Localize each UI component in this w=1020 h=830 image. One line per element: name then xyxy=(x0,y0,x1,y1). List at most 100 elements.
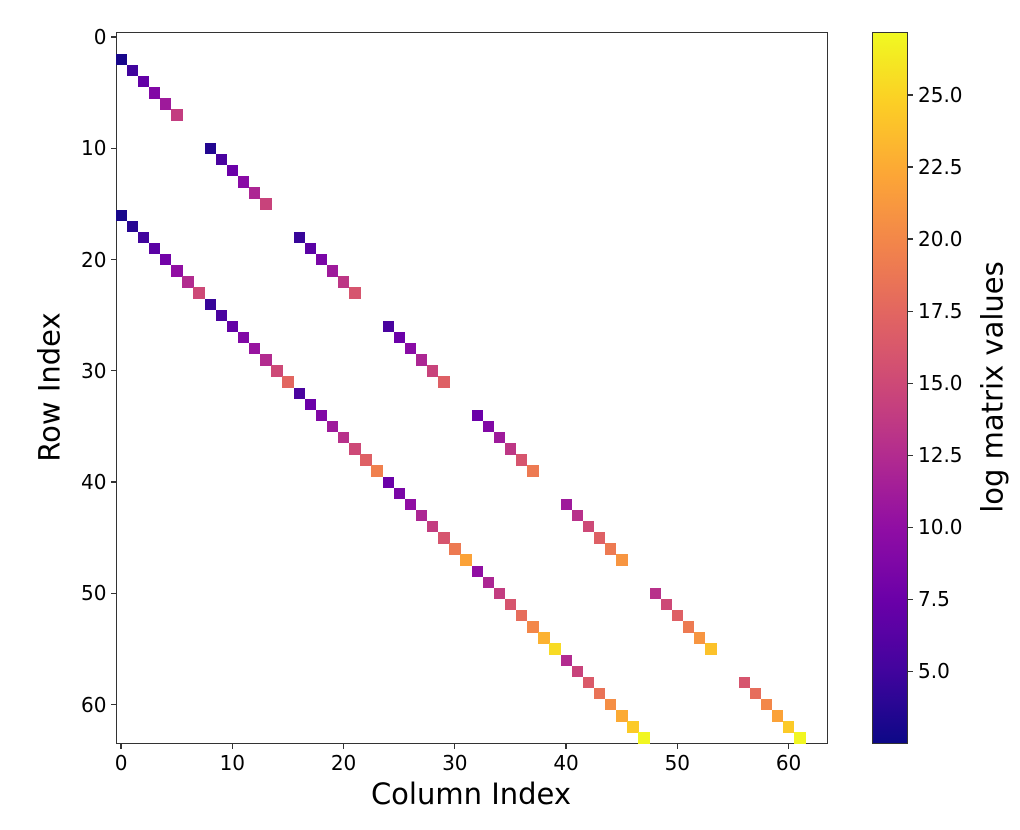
matrix-cell xyxy=(171,109,183,121)
colorbar-tick xyxy=(908,454,913,456)
matrix-cell xyxy=(249,343,261,355)
matrix-cell xyxy=(249,187,261,199)
matrix-cell xyxy=(148,87,161,99)
colorbar-tick xyxy=(908,238,913,240)
colorbar-tick xyxy=(908,526,913,528)
colorbar-tick xyxy=(908,382,913,384)
colorbar-label: log matrix values xyxy=(975,261,1010,513)
matrix-cell xyxy=(193,287,205,299)
matrix-cell xyxy=(493,432,506,444)
colorbar-tick-label: 20.0 xyxy=(918,227,963,252)
matrix-cell xyxy=(226,165,239,177)
y-tick xyxy=(110,592,116,594)
matrix-cell xyxy=(593,532,606,544)
x-tick-label: 0 xyxy=(114,750,128,775)
matrix-cell xyxy=(415,509,428,522)
matrix-cell xyxy=(404,498,417,511)
matrix-cell xyxy=(260,354,272,366)
colorbar-tick-label: 12.5 xyxy=(918,443,963,468)
x-tick-label: 40 xyxy=(553,750,579,775)
colorbar-tick xyxy=(908,598,913,600)
x-tick-label: 20 xyxy=(330,750,357,775)
matrix-cell xyxy=(438,532,450,544)
matrix-cell xyxy=(694,632,706,644)
matrix-cell xyxy=(449,543,461,555)
matrix-cell xyxy=(460,554,472,566)
x-tick xyxy=(454,743,456,749)
x-tick xyxy=(342,743,345,749)
matrix-cell xyxy=(760,699,773,711)
matrix-cell xyxy=(393,331,406,344)
y-tick-label: 0 xyxy=(93,25,107,50)
matrix-cell xyxy=(237,331,250,344)
matrix-cell xyxy=(315,254,328,266)
matrix-cell xyxy=(627,721,639,733)
matrix-cell xyxy=(738,676,750,689)
matrix-cell xyxy=(538,632,550,644)
x-tick-label: 30 xyxy=(442,750,468,775)
matrix-cell xyxy=(126,64,139,77)
matrix-cell xyxy=(638,732,650,744)
y-tick-label: 50 xyxy=(81,581,107,606)
heatmap-cells xyxy=(115,32,828,744)
matrix-cell xyxy=(560,654,572,666)
matrix-cell xyxy=(304,398,317,411)
matrix-cell xyxy=(415,354,428,366)
matrix-cell xyxy=(260,198,272,210)
matrix-cell xyxy=(527,465,539,477)
matrix-cell xyxy=(115,53,127,66)
y-tick-label: 10 xyxy=(81,136,107,161)
x-tick xyxy=(231,743,233,749)
matrix-cell xyxy=(393,487,406,500)
matrix-cell xyxy=(271,365,283,377)
colorbar-tick-label: 7.5 xyxy=(918,587,950,612)
matrix-cell xyxy=(338,276,350,288)
matrix-cell xyxy=(226,320,239,333)
matrix-cell xyxy=(171,265,183,277)
matrix-cell xyxy=(293,231,305,244)
matrix-cell xyxy=(349,287,361,299)
matrix-cell xyxy=(605,543,617,555)
matrix-cell xyxy=(382,320,394,333)
matrix-cell xyxy=(382,476,394,488)
colorbar-tick-label: 25.0 xyxy=(918,82,963,107)
colorbar-tick xyxy=(908,166,913,168)
matrix-cell xyxy=(427,365,439,377)
colorbar-tick-label: 5.0 xyxy=(918,659,950,684)
matrix-cell xyxy=(126,220,139,233)
colorbar-tick xyxy=(908,670,913,673)
x-tick xyxy=(120,743,122,749)
y-tick xyxy=(110,258,116,261)
x-tick-label: 10 xyxy=(219,750,246,775)
matrix-cell xyxy=(404,343,417,355)
matrix-cell xyxy=(504,443,517,455)
matrix-cell xyxy=(771,710,784,722)
matrix-cell xyxy=(582,676,595,689)
matrix-cell xyxy=(204,142,216,155)
matrix-cell xyxy=(682,621,695,633)
matrix-cell xyxy=(371,465,383,477)
matrix-cell xyxy=(560,498,572,511)
matrix-cell xyxy=(237,176,250,188)
matrix-cell xyxy=(516,610,528,622)
colorbar-tick-label: 15.0 xyxy=(918,371,963,396)
y-tick-label: 60 xyxy=(81,692,107,717)
matrix-cell xyxy=(582,521,595,533)
y-tick xyxy=(110,370,116,372)
matrix-cell xyxy=(749,687,762,700)
matrix-cell xyxy=(482,420,495,433)
y-axis-label: Row Index xyxy=(32,312,67,462)
matrix-cell xyxy=(137,76,150,88)
colorbar-tick-label: 10.0 xyxy=(918,515,963,540)
matrix-cell xyxy=(571,665,584,678)
matrix-cell xyxy=(527,621,539,633)
matrix-cell xyxy=(160,254,172,266)
matrix-cell xyxy=(349,443,361,455)
x-tick xyxy=(787,743,790,749)
matrix-cell xyxy=(215,153,228,166)
matrix-cell xyxy=(783,721,795,733)
colorbar-tick xyxy=(908,310,913,312)
matrix-cell xyxy=(360,454,372,466)
matrix-cell xyxy=(293,387,305,399)
